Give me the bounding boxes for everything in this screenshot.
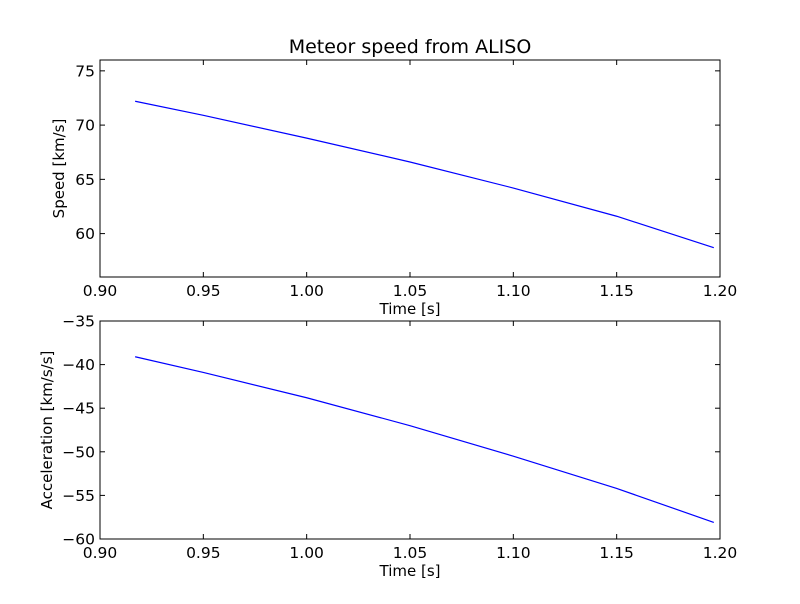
acceleration-series-line <box>134 356 714 523</box>
speed-series <box>135 100 714 249</box>
speed-x-tick-label: 1.20 <box>703 282 738 300</box>
acceleration-axes-frame <box>99 320 721 540</box>
acceleration-x-axis-label: Time [s] <box>379 562 441 580</box>
speed-x-tick-label: 1.00 <box>289 282 324 300</box>
acceleration-x-tick-label: 1.15 <box>599 544 634 562</box>
speed-y-tick-label: 75 <box>75 62 95 80</box>
speed-subplot: Meteor speed from ALISO 0.90 0.95 1.00 1.05… <box>50 36 737 318</box>
acceleration-ticks: 0.90 0.95 1.00 1.05 1.10 1.15 1.20 −35 −40 −45 −50… <box>62 313 737 563</box>
acceleration-x-tick-label: 1.10 <box>496 544 531 562</box>
acceleration-y-tick-label: −55 <box>62 487 95 505</box>
speed-x-tick-label: 1.15 <box>599 282 634 300</box>
speed-y-axis-label: Speed [km/s] <box>50 119 68 219</box>
speed-y-tick-label: 70 <box>75 117 95 135</box>
speed-x-tick-label: 0.95 <box>186 282 221 300</box>
chart-title: Meteor speed from ALISO <box>289 36 532 58</box>
acceleration-x-tick-label: 0.90 <box>83 544 118 562</box>
acceleration-y-tick-label: −45 <box>62 400 95 418</box>
acceleration-y-axis-label: Acceleration [km/s/s] <box>38 351 56 510</box>
speed-x-tick-label: 0.90 <box>83 282 118 300</box>
speed-x-axis-label: Time [s] <box>379 300 441 318</box>
acceleration-x-tick-label: 1.00 <box>289 544 324 562</box>
acceleration-y-tick-label: −35 <box>62 313 95 331</box>
acceleration-series <box>134 356 714 523</box>
acceleration-subplot: 0.90 0.95 1.00 1.05 1.10 1.15 1.20 −35 −40 −45 −50… <box>38 313 737 581</box>
speed-x-tick-label: 1.10 <box>496 282 531 300</box>
acceleration-y-tick-label: −60 <box>62 531 95 549</box>
speed-y-tick-label: 60 <box>75 225 95 243</box>
speed-ticks: 0.90 0.95 1.00 1.05 1.10 1.15 1.20 60 65 70 75 <box>75 60 737 300</box>
speed-axes-frame <box>99 59 721 278</box>
speed-series-line <box>135 100 714 249</box>
speed-x-tick-label: 1.05 <box>393 282 428 300</box>
acceleration-y-tick-label: −50 <box>62 443 95 461</box>
speed-y-tick-label: 65 <box>75 171 95 189</box>
acceleration-x-tick-label: 1.05 <box>393 544 428 562</box>
acceleration-x-tick-label: 0.95 <box>186 544 221 562</box>
acceleration-x-tick-label: 1.20 <box>703 544 738 562</box>
acceleration-y-tick-label: −40 <box>62 356 95 374</box>
